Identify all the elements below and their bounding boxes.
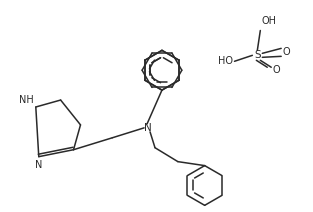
Text: HO: HO [218,56,233,66]
Text: N: N [35,160,43,170]
Text: N: N [144,123,152,133]
Text: O: O [272,65,280,75]
Text: O: O [282,47,290,57]
Text: NH: NH [19,95,34,105]
Text: S: S [254,50,261,60]
Text: OH: OH [261,15,276,26]
